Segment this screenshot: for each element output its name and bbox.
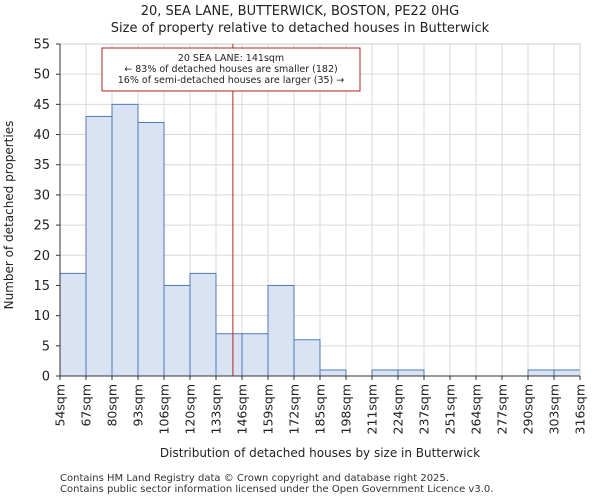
x-tick-label: 277sqm <box>495 384 510 434</box>
bar-211sqm <box>371 369 399 377</box>
x-tick-label: 67sqm <box>79 384 94 427</box>
x-tick-label: 106sqm <box>157 384 172 434</box>
bar-224sqm <box>397 369 425 377</box>
bar-146sqm <box>241 333 269 377</box>
x-tick-label: 198sqm <box>339 384 354 434</box>
x-tick-label: 224sqm <box>391 384 406 434</box>
x-tick-label: 303sqm <box>547 384 562 434</box>
x-tick-label: 80sqm <box>105 384 120 427</box>
y-tick-label: 30 <box>33 188 50 203</box>
bar-80sqm <box>111 103 139 377</box>
x-tick-label: 133sqm <box>209 384 224 434</box>
bars <box>59 103 581 377</box>
bar-172sqm <box>293 339 321 377</box>
y-tick-label: 20 <box>33 249 50 264</box>
y-tick-label: 15 <box>33 279 50 294</box>
x-tick-label: 211sqm <box>365 384 380 434</box>
y-tick-label: 45 <box>33 98 50 113</box>
x-tick-label: 264sqm <box>469 384 484 434</box>
bar-159sqm <box>267 284 295 377</box>
x-ticks: 54sqm 67sqm 80sqm 93sqm 106sqm 120sqm 133sqm 14… <box>53 376 588 434</box>
bar-54sqm <box>59 272 87 377</box>
bar-303sqm <box>553 369 581 377</box>
bar-185sqm <box>319 369 347 377</box>
bar-290sqm <box>527 369 555 377</box>
x-tick-label: 237sqm <box>417 384 432 434</box>
x-tick-label: 185sqm <box>313 384 328 434</box>
y-tick-label: 0 <box>42 370 50 385</box>
bar-120sqm <box>189 272 217 377</box>
chart-title: 20, SEA LANE, BUTTERWICK, BOSTON, PE22 0… <box>140 4 460 19</box>
y-tick-label: 25 <box>33 219 50 234</box>
x-axis-label: Distribution of detached houses by size … <box>160 446 480 460</box>
bar-67sqm <box>85 115 113 377</box>
annotation-line-2: ← 83% of detached houses are smaller (18… <box>124 64 337 75</box>
x-tick-label: 172sqm <box>287 384 302 434</box>
y-ticks: 0 5 10 15 20 25 30 35 40 45 50 55 <box>33 38 60 385</box>
annotation-line-3: 16% of semi-detached houses are larger (… <box>118 75 345 86</box>
annotation-line-1: 20 SEA LANE: 141sqm <box>178 53 284 64</box>
y-tick-label: 5 <box>42 339 50 354</box>
y-tick-label: 55 <box>33 38 50 53</box>
x-tick-label: 93sqm <box>131 384 146 427</box>
x-tick-label: 54sqm <box>53 384 68 427</box>
footer-line-1: Contains HM Land Registry data © Crown c… <box>60 473 449 484</box>
annotation-box: 20 SEA LANE: 141sqm ← 83% of detached ho… <box>101 47 361 92</box>
bar-93sqm <box>137 121 165 377</box>
x-tick-label: 251sqm <box>443 384 458 434</box>
x-tick-label: 290sqm <box>521 384 536 434</box>
x-tick-label: 316sqm <box>573 384 588 434</box>
y-axis-label: Number of detached properties <box>2 121 16 310</box>
footer-line-2: Contains public sector information licen… <box>60 484 494 495</box>
x-tick-label: 146sqm <box>235 384 250 434</box>
x-tick-label: 120sqm <box>183 384 198 434</box>
chart-subtitle: Size of property relative to detached ho… <box>110 21 490 36</box>
bar-106sqm <box>163 284 191 377</box>
annotation-frame <box>101 47 361 92</box>
y-tick-label: 50 <box>33 68 50 83</box>
y-tick-label: 40 <box>33 128 50 143</box>
y-tick-label: 35 <box>33 158 50 173</box>
bar-133sqm <box>215 333 243 377</box>
y-tick-label: 10 <box>33 309 50 324</box>
x-tick-label: 159sqm <box>261 384 276 434</box>
